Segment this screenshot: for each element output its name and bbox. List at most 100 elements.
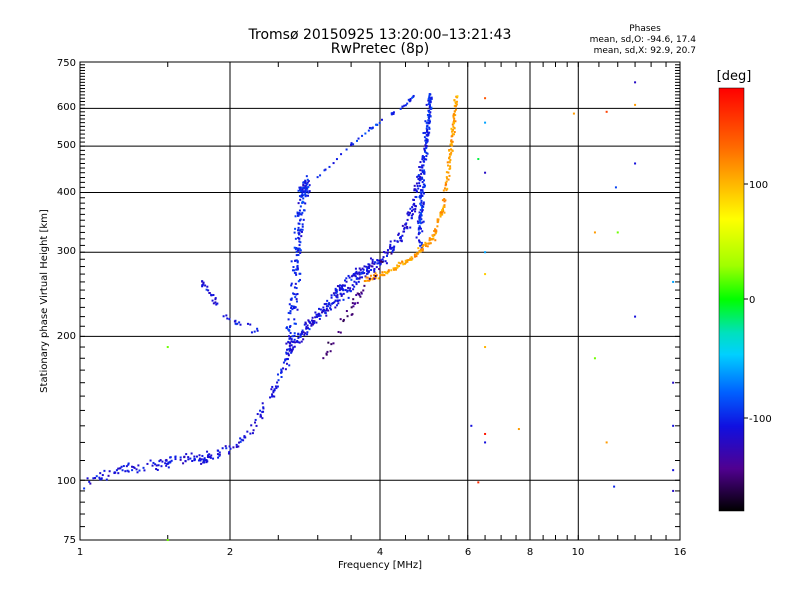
- data-point: [379, 274, 382, 277]
- data-point: [419, 208, 422, 211]
- data-point: [415, 182, 418, 185]
- data-point: [425, 137, 428, 140]
- data-point: [450, 127, 453, 130]
- data-point: [202, 461, 205, 464]
- data-point: [288, 335, 291, 338]
- data-point: [434, 239, 437, 242]
- data-point: [396, 240, 399, 243]
- data-point: [338, 285, 341, 288]
- data-point: [323, 303, 326, 306]
- data-point: [410, 214, 413, 217]
- data-point: [423, 158, 426, 161]
- data-point: [425, 145, 428, 148]
- data-point: [345, 148, 348, 151]
- data-point: [400, 239, 403, 242]
- data-point: [292, 346, 295, 349]
- data-point: [340, 288, 343, 291]
- data-point: [387, 270, 390, 273]
- data-point: [421, 166, 424, 169]
- data-point: [302, 184, 305, 187]
- data-point: [202, 282, 205, 285]
- data-point: [406, 218, 409, 221]
- data-point: [613, 485, 616, 488]
- data-point: [424, 243, 427, 246]
- data-point: [299, 249, 302, 252]
- data-point: [350, 278, 353, 281]
- data-point: [165, 464, 168, 467]
- data-point: [373, 269, 376, 272]
- data-point: [484, 273, 487, 276]
- data-point: [228, 451, 231, 454]
- data-point: [216, 302, 219, 305]
- data-point: [299, 213, 302, 216]
- data-point: [294, 227, 297, 230]
- phases-heading: Phases: [629, 24, 661, 34]
- data-point: [357, 292, 360, 295]
- data-point: [214, 298, 217, 301]
- data-point: [149, 459, 152, 462]
- data-point: [391, 246, 394, 249]
- data-point: [238, 441, 241, 444]
- data-point: [419, 226, 422, 229]
- data-point: [174, 456, 177, 459]
- data-point: [376, 262, 379, 265]
- data-point: [207, 289, 210, 292]
- data-point: [235, 323, 238, 326]
- data-point: [259, 409, 262, 412]
- data-points: [83, 81, 675, 541]
- data-point: [444, 181, 447, 184]
- data-point: [324, 312, 327, 315]
- data-point: [277, 379, 280, 382]
- data-point: [337, 330, 340, 333]
- data-point: [420, 227, 423, 230]
- data-point: [261, 402, 264, 405]
- data-point: [424, 150, 427, 153]
- data-point: [422, 202, 425, 205]
- data-point: [297, 336, 300, 339]
- data-point: [327, 309, 330, 312]
- data-point: [138, 469, 141, 472]
- data-point: [271, 393, 274, 396]
- data-point: [298, 237, 301, 240]
- data-point: [312, 319, 315, 322]
- data-point: [294, 248, 297, 251]
- data-point: [484, 97, 487, 100]
- data-point: [315, 321, 318, 324]
- data-point: [390, 252, 393, 255]
- data-point: [239, 437, 242, 440]
- data-point: [365, 279, 368, 282]
- data-point: [413, 255, 416, 258]
- data-point: [454, 108, 457, 111]
- data-point: [420, 204, 423, 207]
- data-point: [296, 264, 299, 267]
- data-point: [217, 449, 220, 452]
- data-point: [419, 250, 422, 253]
- data-point: [198, 454, 201, 457]
- data-point: [455, 100, 458, 103]
- data-point: [408, 213, 411, 216]
- data-point: [218, 453, 221, 456]
- data-point: [338, 299, 341, 302]
- data-point: [451, 130, 454, 133]
- data-point: [293, 246, 296, 249]
- data-point: [285, 362, 288, 365]
- data-point: [423, 185, 426, 188]
- data-point: [434, 232, 437, 235]
- data-point: [452, 125, 455, 128]
- data-point: [215, 303, 218, 306]
- data-point: [403, 230, 406, 233]
- data-point: [421, 206, 424, 209]
- data-point: [413, 184, 416, 187]
- data-point: [390, 269, 393, 272]
- data-point: [308, 184, 311, 187]
- data-point: [419, 216, 422, 219]
- data-point: [347, 274, 350, 277]
- data-point: [127, 470, 130, 473]
- data-point: [99, 472, 102, 475]
- data-point: [386, 272, 389, 275]
- data-point: [403, 226, 406, 229]
- data-point: [392, 246, 395, 249]
- data-point: [365, 276, 368, 279]
- data-point: [427, 103, 430, 106]
- data-point: [359, 268, 362, 271]
